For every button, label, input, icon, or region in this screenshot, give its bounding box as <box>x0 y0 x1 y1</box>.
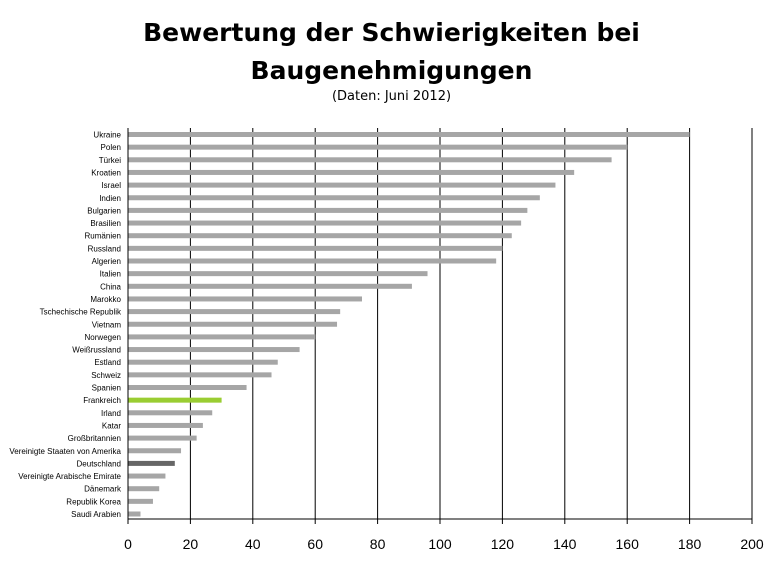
category-label: Großbritannien <box>68 434 121 443</box>
bar <box>128 144 628 150</box>
bar <box>128 296 362 302</box>
chart-title-line-2: Baugenehmigungen <box>250 56 533 85</box>
x-tick-label: 120 <box>491 536 515 552</box>
x-tick-label: 200 <box>740 536 764 552</box>
chart-title-line-1: Bewertung der Schwierigkeiten bei <box>143 18 640 47</box>
category-label: Estland <box>94 358 121 367</box>
category-label: Indien <box>99 194 121 203</box>
category-label: Saudi Arabien <box>71 510 121 519</box>
bar <box>128 195 540 201</box>
x-tick-label: 40 <box>245 536 261 552</box>
bar <box>128 321 338 327</box>
bar <box>128 347 300 353</box>
bar <box>128 448 182 454</box>
bar <box>128 233 512 239</box>
bar <box>128 410 213 416</box>
bar <box>128 372 272 378</box>
category-label: Rumänien <box>85 232 121 241</box>
bar <box>128 422 203 428</box>
tick-labels: 0 20 40 60 80 100 120 140 160 180 200 <box>124 536 764 552</box>
bar <box>128 334 316 340</box>
category-label: Vietnam <box>92 320 122 329</box>
bar <box>128 245 503 251</box>
bar <box>128 157 612 163</box>
category-label: Brasilien <box>90 219 121 228</box>
bar <box>128 473 166 479</box>
x-tick-label: 160 <box>616 536 640 552</box>
bar <box>128 498 153 504</box>
bar <box>128 182 556 188</box>
category-label: Weißrussland <box>72 346 121 355</box>
bar <box>128 486 160 492</box>
category-label: Italien <box>100 270 121 279</box>
category-label: Russland <box>88 244 121 253</box>
bar <box>128 258 497 264</box>
category-label: Spanien <box>92 384 121 393</box>
bar <box>128 511 141 517</box>
bar <box>128 271 428 277</box>
category-label: China <box>100 282 121 291</box>
category-label: Türkei <box>99 156 121 165</box>
category-label: Kroatien <box>91 168 121 177</box>
bar <box>128 132 690 137</box>
x-tick-label: 0 <box>124 536 132 552</box>
x-tick-label: 80 <box>370 536 386 552</box>
category-label: Vereinigte Arabische Emirate <box>18 472 121 481</box>
bar <box>128 207 528 213</box>
category-label: Norwegen <box>85 333 121 342</box>
category-label: Dänemark <box>84 485 122 494</box>
category-label: Bulgarien <box>87 206 121 215</box>
bar <box>128 283 412 289</box>
category-label: Polen <box>101 143 121 152</box>
x-tick-label: 100 <box>428 536 452 552</box>
chart-title: Bewertung der Schwierigkeiten bei Baugen… <box>0 14 783 90</box>
x-tick-label: 60 <box>307 536 323 552</box>
category-label: Marokko <box>90 295 121 304</box>
bar <box>128 385 247 390</box>
category-label: Frankreich <box>83 396 121 405</box>
bar <box>128 359 278 365</box>
chart-subtitle: (Daten: Juni 2012) <box>331 89 452 104</box>
category-label: Algerien <box>92 257 121 266</box>
bar <box>128 220 522 226</box>
bar <box>128 460 175 466</box>
category-label: Israel <box>101 181 121 190</box>
category-label: Vereinigte Staaten von Amerika <box>9 447 121 456</box>
category-label: Deutschland <box>77 459 121 468</box>
bar <box>128 309 341 315</box>
bar <box>128 169 575 175</box>
x-tick-label: 20 <box>183 536 199 552</box>
bars <box>128 132 690 517</box>
category-label: Schweiz <box>91 371 121 380</box>
category-label: Republik Korea <box>66 497 121 506</box>
axes <box>127 128 753 524</box>
x-tick-label: 180 <box>678 536 702 552</box>
bar <box>128 435 197 441</box>
category-label: Katar <box>102 421 121 430</box>
bar <box>128 397 222 403</box>
category-label: Ukraine <box>93 131 121 140</box>
category-label: Tschechische Republik <box>40 308 122 317</box>
category-labels: Ukraine Polen Türkei Kroatien Israel Indien Bu… <box>9 131 122 520</box>
x-tick-label: 140 <box>553 536 577 552</box>
category-label: Irland <box>101 409 121 418</box>
